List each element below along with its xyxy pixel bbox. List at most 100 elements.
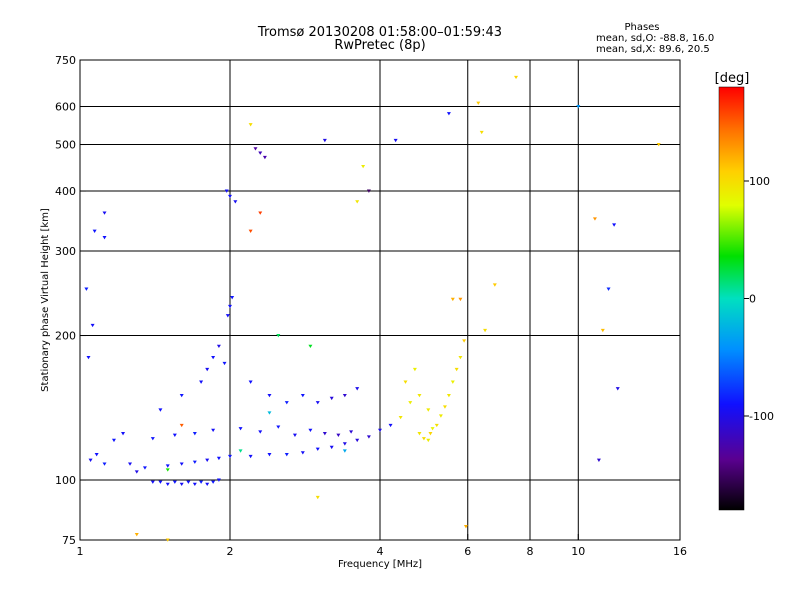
data-point xyxy=(398,415,403,420)
data-point xyxy=(300,451,305,455)
x-tick-label: 8 xyxy=(527,545,534,558)
data-point xyxy=(111,438,116,443)
data-point xyxy=(430,427,435,431)
data-point xyxy=(230,296,235,300)
data-point xyxy=(121,432,126,436)
data-point xyxy=(248,229,253,233)
data-point xyxy=(128,462,133,466)
data-point xyxy=(612,223,617,227)
data-point xyxy=(253,147,258,151)
data-point xyxy=(233,200,238,204)
data-point xyxy=(426,408,431,412)
data-point xyxy=(238,449,243,453)
y-tick-label: 75 xyxy=(62,534,76,547)
data-point xyxy=(248,123,253,127)
data-point xyxy=(458,297,463,302)
data-points xyxy=(84,75,661,542)
data-point xyxy=(94,453,99,457)
data-point xyxy=(408,401,413,405)
data-point xyxy=(258,151,263,155)
data-point xyxy=(458,355,463,360)
data-point xyxy=(322,138,327,143)
data-point xyxy=(600,328,605,333)
data-point xyxy=(329,445,334,450)
data-point xyxy=(596,458,601,462)
data-point xyxy=(222,361,227,366)
data-point xyxy=(292,433,297,437)
data-point xyxy=(228,454,232,459)
data-point xyxy=(308,344,313,349)
y-tick-label: 300 xyxy=(55,245,76,258)
colorbar-label: [deg] xyxy=(715,71,750,86)
y-tick-label: 100 xyxy=(55,474,76,487)
data-point xyxy=(134,470,139,474)
data-point xyxy=(225,314,230,318)
data-point xyxy=(165,468,170,472)
data-point xyxy=(238,427,243,431)
data-point xyxy=(211,480,216,484)
data-point xyxy=(258,430,263,434)
x-tick-label: 6 xyxy=(464,545,471,558)
data-point xyxy=(426,438,431,443)
data-point xyxy=(258,211,263,215)
data-point xyxy=(476,101,481,105)
data-point xyxy=(355,200,360,204)
data-point xyxy=(442,405,447,409)
data-point xyxy=(576,105,581,109)
data-point xyxy=(446,394,451,398)
data-point xyxy=(216,478,221,482)
data-point xyxy=(248,380,253,384)
data-point xyxy=(428,432,433,436)
data-point xyxy=(378,428,382,433)
data-point xyxy=(165,464,170,468)
x-tick-label: 1 xyxy=(77,545,84,558)
chart-title: Tromsø 20130208 01:58:00–01:59:43 xyxy=(257,25,503,40)
data-point xyxy=(355,438,360,443)
x-tick-label: 10 xyxy=(571,545,585,558)
data-point xyxy=(142,466,147,470)
chart-subtitle: RwPretec (8p) xyxy=(334,38,426,53)
data-point xyxy=(192,432,197,436)
colorbar-tick-label: 0 xyxy=(749,293,756,306)
colorbar xyxy=(718,86,745,511)
data-point xyxy=(199,480,204,484)
data-point xyxy=(361,164,366,169)
data-point xyxy=(492,283,497,287)
data-point xyxy=(165,538,170,542)
data-point xyxy=(150,437,155,441)
data-point xyxy=(355,387,360,391)
colorbar-tick-label: 100 xyxy=(749,175,770,188)
y-tick-label: 200 xyxy=(55,330,76,343)
data-point xyxy=(90,323,95,328)
data-point xyxy=(403,380,408,384)
grid-lines xyxy=(80,60,680,540)
x-tick-label: 16 xyxy=(673,545,687,558)
data-point xyxy=(211,355,216,360)
data-point xyxy=(205,458,210,462)
data-point xyxy=(165,482,170,487)
data-point xyxy=(276,425,281,429)
data-point xyxy=(86,355,91,360)
data-point xyxy=(186,480,191,484)
data-point xyxy=(102,211,107,215)
colorbar-ticks: -100 0 100 xyxy=(744,175,774,423)
data-point xyxy=(284,453,289,457)
data-point xyxy=(211,428,216,433)
data-point xyxy=(366,189,371,193)
phases-stats-x-mode: mean, sd,X: 89.6, 20.5 xyxy=(596,44,710,55)
data-point xyxy=(315,447,320,451)
data-point xyxy=(417,432,422,436)
data-point xyxy=(342,394,347,398)
data-point xyxy=(366,435,371,439)
y-axis-label: Stationary phase Virtual Height [km] xyxy=(40,208,51,392)
data-point xyxy=(192,460,197,464)
data-point xyxy=(179,394,184,398)
data-point xyxy=(276,334,281,338)
data-point xyxy=(322,432,327,436)
data-point xyxy=(463,525,468,529)
data-point xyxy=(606,287,611,291)
data-point xyxy=(248,454,253,459)
phases-stats-o-mode: mean, sd,O: -88.8, 16.0 xyxy=(596,33,715,44)
data-point xyxy=(329,396,334,401)
data-point xyxy=(421,437,426,441)
